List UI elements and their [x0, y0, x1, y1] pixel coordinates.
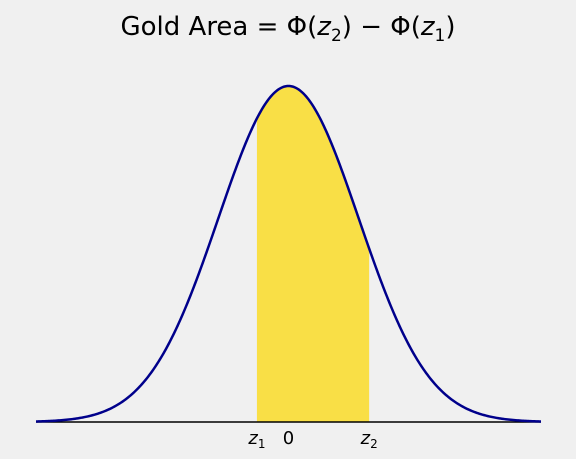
shaded-area	[256, 86, 370, 422]
x-tick-label-0: z1	[247, 428, 265, 451]
x-tick-labels: z1 0 z2	[247, 428, 377, 451]
title-sub-1: 1	[435, 26, 446, 46]
title-sub-2: 2	[331, 26, 342, 46]
chart-title: Gold Area = Φ(z2) − Φ(z1)	[120, 12, 455, 46]
title-prefix: Gold Area = Φ(	[120, 12, 317, 42]
title-var-z1: z	[420, 12, 436, 42]
density-curve	[35, 84, 542, 423]
x-tick-label-1: 0	[283, 428, 294, 449]
x-tick-label-2: z2	[360, 428, 378, 451]
title-suffix: )	[445, 12, 455, 42]
title-var-z2: z	[316, 12, 332, 42]
title-middle: ) − Φ(	[342, 12, 421, 42]
